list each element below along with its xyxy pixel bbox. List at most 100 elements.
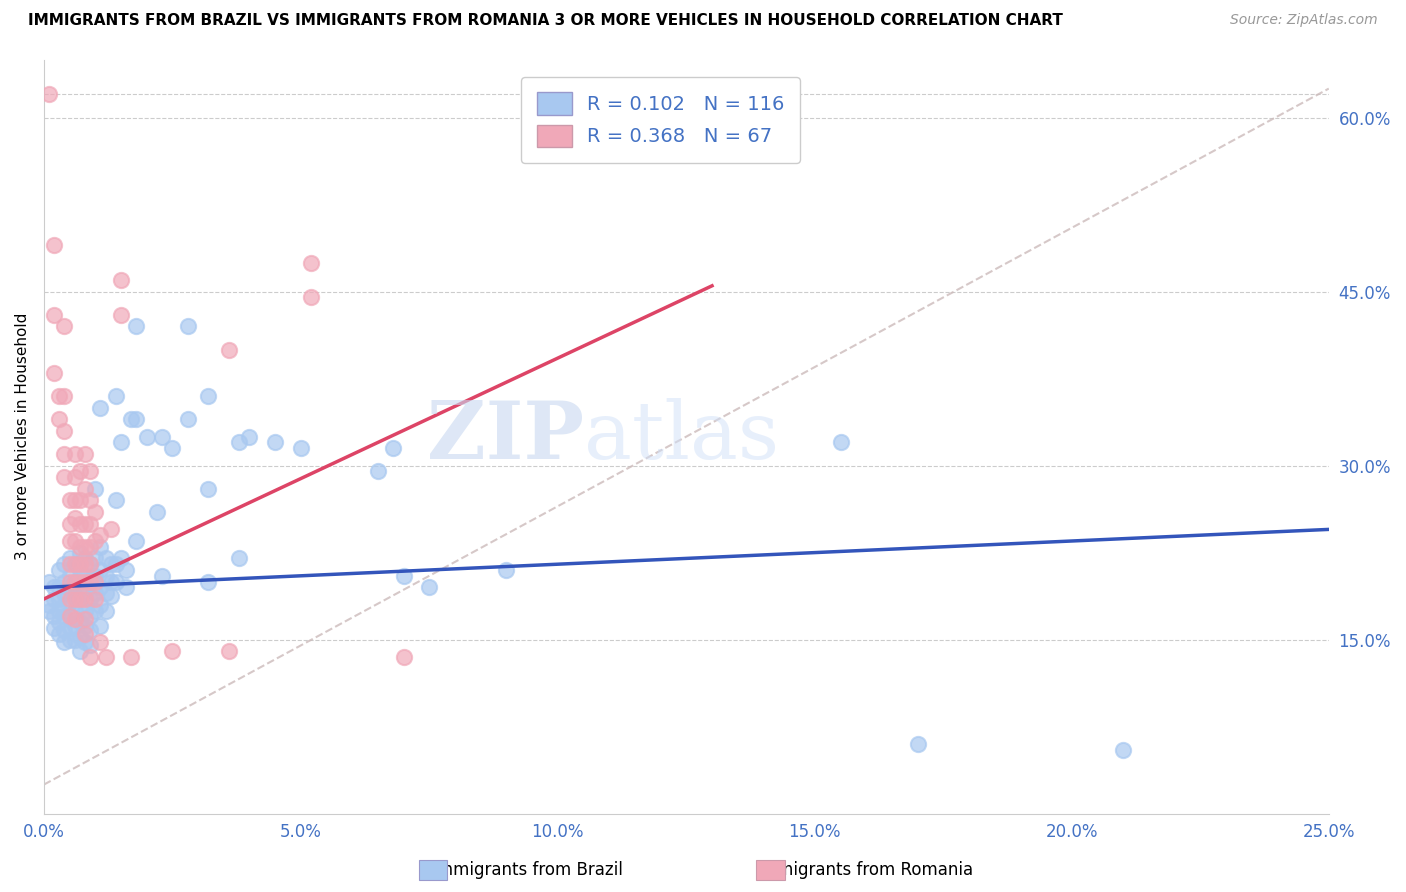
Point — [110, 308, 132, 322]
Point — [177, 412, 200, 426]
Point — [162, 441, 184, 455]
Point — [53, 609, 76, 624]
Point — [89, 635, 111, 649]
Point — [104, 574, 127, 589]
Point — [69, 581, 91, 595]
Point — [69, 540, 91, 554]
Point — [79, 574, 101, 589]
Point — [73, 592, 96, 607]
Point — [48, 604, 70, 618]
Point — [79, 558, 101, 572]
Point — [290, 441, 312, 455]
Point — [53, 624, 76, 638]
Point — [89, 540, 111, 554]
Point — [44, 581, 66, 595]
Point — [94, 551, 117, 566]
Text: Immigrants from Brazil: Immigrants from Brazil — [432, 861, 623, 879]
Point — [58, 609, 80, 624]
Point — [73, 586, 96, 600]
Point — [44, 621, 66, 635]
Point — [94, 604, 117, 618]
Point — [110, 551, 132, 566]
Point — [53, 470, 76, 484]
Point — [150, 569, 173, 583]
Point — [79, 540, 101, 554]
Point — [53, 319, 76, 334]
Point — [69, 630, 91, 644]
Point — [197, 574, 219, 589]
Point — [69, 574, 91, 589]
Point — [218, 343, 240, 357]
Point — [44, 366, 66, 380]
Point — [84, 482, 107, 496]
Point — [418, 581, 440, 595]
Point — [150, 429, 173, 443]
Point — [53, 598, 76, 612]
Point — [53, 586, 76, 600]
Point — [79, 639, 101, 653]
Point — [63, 493, 86, 508]
Point — [58, 609, 80, 624]
Point — [38, 574, 60, 589]
Point — [177, 319, 200, 334]
Point — [48, 615, 70, 630]
Point — [69, 546, 91, 560]
Point — [100, 522, 122, 536]
Point — [58, 569, 80, 583]
Point — [104, 389, 127, 403]
Point — [48, 389, 70, 403]
Point — [69, 592, 91, 607]
Point — [38, 598, 60, 612]
Point — [58, 632, 80, 647]
Point — [63, 604, 86, 618]
Point — [218, 644, 240, 658]
Point — [104, 558, 127, 572]
Point — [495, 563, 517, 577]
Point — [228, 551, 250, 566]
Point — [907, 737, 929, 751]
Point — [53, 574, 76, 589]
Point — [73, 516, 96, 531]
Point — [89, 581, 111, 595]
Point — [48, 592, 70, 607]
Point — [94, 586, 117, 600]
Point — [58, 493, 80, 508]
Point — [73, 627, 96, 641]
Point — [63, 470, 86, 484]
Text: Immigrants from Romania: Immigrants from Romania — [756, 861, 973, 879]
Point — [73, 447, 96, 461]
Point — [228, 435, 250, 450]
Point — [73, 558, 96, 572]
Point — [89, 598, 111, 612]
Point — [238, 429, 260, 443]
Point — [100, 558, 122, 572]
Point — [44, 609, 66, 624]
Point — [53, 558, 76, 572]
Point — [94, 569, 117, 583]
Point — [73, 612, 96, 626]
Point — [63, 574, 86, 589]
Point — [58, 558, 80, 572]
Point — [89, 618, 111, 632]
Point — [58, 551, 80, 566]
Point — [69, 563, 91, 577]
Point — [79, 574, 101, 589]
Point — [73, 635, 96, 649]
Point — [69, 644, 91, 658]
Point — [392, 650, 415, 665]
Point — [100, 574, 122, 589]
Point — [84, 569, 107, 583]
Point — [125, 534, 148, 549]
Point — [63, 632, 86, 647]
Text: IMMIGRANTS FROM BRAZIL VS IMMIGRANTS FROM ROMANIA 3 OR MORE VEHICLES IN HOUSEHOL: IMMIGRANTS FROM BRAZIL VS IMMIGRANTS FRO… — [28, 13, 1063, 29]
Point — [73, 540, 96, 554]
Point — [94, 650, 117, 665]
Point — [73, 569, 96, 583]
Point — [73, 618, 96, 632]
Point — [48, 412, 70, 426]
Point — [69, 516, 91, 531]
Point — [79, 609, 101, 624]
Point — [79, 592, 101, 607]
Point — [63, 534, 86, 549]
Point — [63, 618, 86, 632]
